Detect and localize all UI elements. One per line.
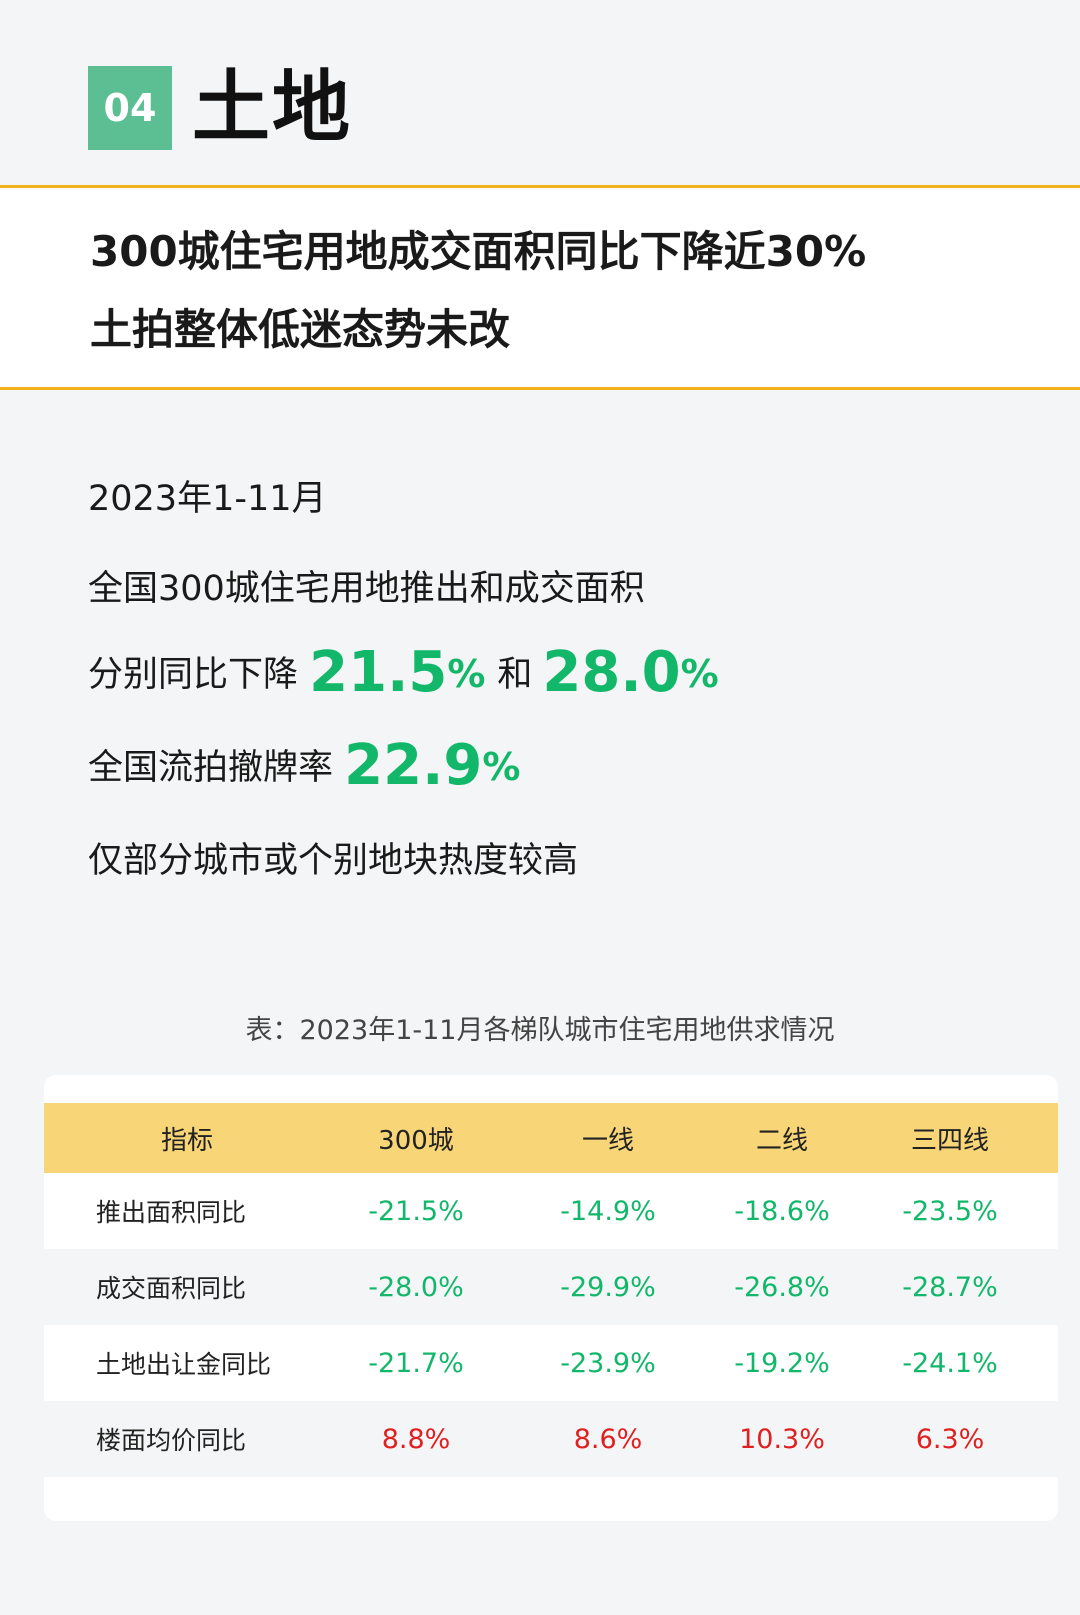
table-cell: 6.3% bbox=[915, 1423, 985, 1455]
row-label: 土地出让金同比 bbox=[96, 1350, 272, 1379]
summary-line-3-prefix: 全国流拍撤牌率 bbox=[88, 748, 334, 788]
table-cell: -28.0% bbox=[368, 1271, 464, 1303]
row-label: 成交面积同比 bbox=[96, 1274, 247, 1303]
table-cell: -21.7% bbox=[368, 1347, 464, 1379]
supply-decline-percent: % bbox=[447, 652, 486, 696]
row-label: 推出面积同比 bbox=[96, 1198, 247, 1227]
table-cell: -26.8% bbox=[734, 1271, 830, 1303]
table-cell: -29.9% bbox=[560, 1271, 656, 1303]
summary-line-2: 分别同比下降 21.5% 和 28.0% bbox=[88, 640, 727, 705]
failed-auction-rate-value: 22.9 bbox=[344, 733, 483, 798]
transaction-decline-percent: % bbox=[680, 652, 719, 696]
table-row: 成交面积同比 -28.0% -29.9% -26.8% -28.7% bbox=[44, 1249, 1058, 1325]
table-caption: 表：2023年1-11月各梯队城市住宅用地供求情况 bbox=[245, 1015, 835, 1046]
table-header-cell: 300城 bbox=[378, 1125, 454, 1156]
failed-auction-rate-percent: % bbox=[482, 745, 521, 789]
headline-line-2: 土拍整体低迷态势未改 bbox=[90, 305, 511, 354]
table-header-cell: 指标 bbox=[161, 1125, 214, 1156]
table-cell: -23.5% bbox=[902, 1195, 998, 1227]
row-label: 楼面均价同比 bbox=[96, 1426, 247, 1455]
table-cell: -24.1% bbox=[902, 1347, 998, 1379]
summary-period: 2023年1-11月 bbox=[88, 479, 327, 519]
table-row: 土地出让金同比 -21.7% -23.9% -19.2% -24.1% bbox=[44, 1325, 1058, 1401]
table-cell: -21.5% bbox=[368, 1195, 464, 1227]
table-cell: -19.2% bbox=[734, 1347, 830, 1379]
table-header-cell: 二线 bbox=[755, 1125, 809, 1156]
table-row: 推出面积同比 -21.5% -14.9% -18.6% -23.5% bbox=[44, 1173, 1058, 1249]
summary-line-4: 仅部分城市或个别地块热度较高 bbox=[88, 841, 579, 881]
summary-line-3: 全国流拍撤牌率 22.9% bbox=[88, 733, 528, 798]
transaction-decline-value: 28.0 bbox=[542, 640, 681, 705]
table-cell: -18.6% bbox=[734, 1195, 830, 1227]
data-table: 指标 300城 一线 二线 三四线 推出面积同比 -21.5% -14.9% -… bbox=[44, 1075, 1058, 1521]
summary-connector: 和 bbox=[497, 655, 533, 695]
table-row: 楼面均价同比 8.8% 8.6% 10.3% 6.3% bbox=[44, 1401, 1058, 1477]
table-header-cell: 三四线 bbox=[910, 1125, 990, 1156]
table-cell: 8.6% bbox=[573, 1423, 643, 1455]
summary-line-1: 全国300城住宅用地推出和成交面积 bbox=[88, 569, 645, 609]
section-number-badge: 04 bbox=[88, 65, 172, 150]
headline-band: 300城住宅用地成交面积同比下降近30% 土拍整体低迷态势未改 bbox=[0, 185, 1080, 390]
table-cell: 10.3% bbox=[739, 1423, 825, 1455]
table-cell: -23.9% bbox=[560, 1347, 656, 1379]
table-cell: -14.9% bbox=[560, 1195, 656, 1227]
table-cell: 8.8% bbox=[381, 1423, 451, 1455]
supply-decline-value: 21.5 bbox=[309, 640, 448, 705]
table-header-row: 指标 300城 一线 二线 三四线 bbox=[44, 1103, 1058, 1173]
section-title: 土地 bbox=[192, 62, 353, 153]
summary-line-2-prefix: 分别同比下降 bbox=[88, 655, 299, 695]
headline-line-1: 300城住宅用地成交面积同比下降近30% bbox=[90, 227, 867, 276]
table-header-cell: 一线 bbox=[581, 1125, 635, 1156]
section-header: 04 土地 bbox=[88, 65, 352, 150]
table-cell: -28.7% bbox=[902, 1271, 998, 1303]
